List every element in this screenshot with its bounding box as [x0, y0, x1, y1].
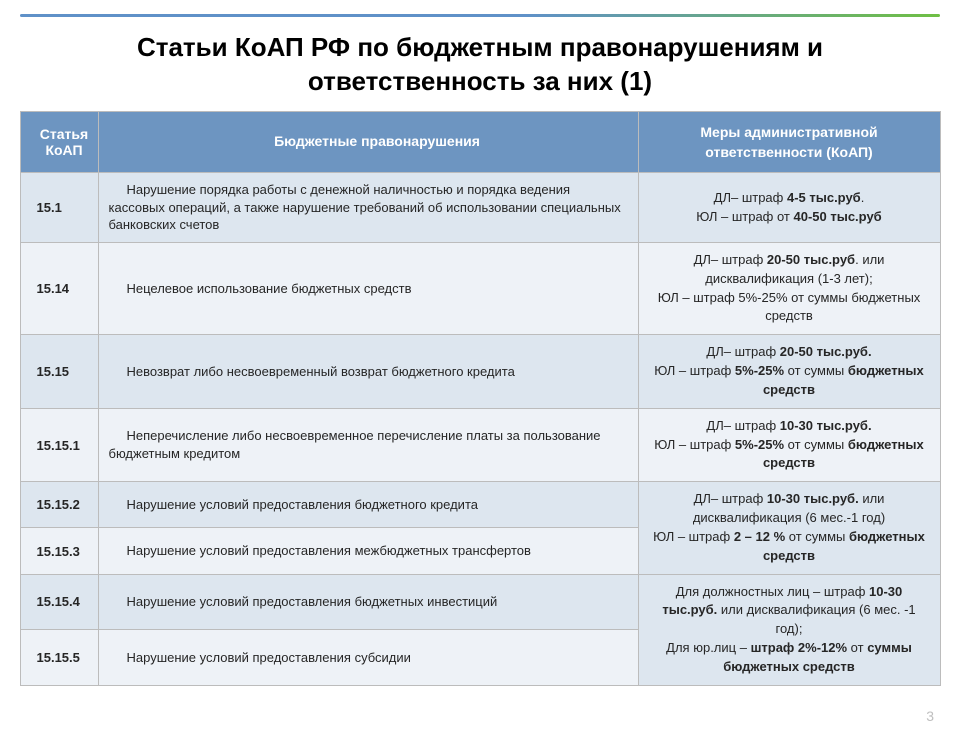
cell-violation: Неперечисление либо несвоевременное пере…: [98, 408, 638, 482]
cell-article: 15.15: [20, 335, 98, 409]
cell-article: 15.15.1: [20, 408, 98, 482]
cell-violation: Нарушение условий предоставления межбюдж…: [98, 528, 638, 574]
cell-penalty: ДЛ– штраф 10-30 тыс.руб. или дисквалифик…: [638, 482, 940, 574]
cell-violation: Нарушение условий предоставления бюджетн…: [98, 574, 638, 630]
cell-article: 15.15.5: [20, 630, 98, 686]
cell-article: 15.14: [20, 242, 98, 334]
cell-penalty: ДЛ– штраф 20-50 тыс.руб.ЮЛ – штраф 5%-25…: [638, 335, 940, 409]
table-row: 15.15Невозврат либо несвоевременный возв…: [20, 335, 940, 409]
violations-table: Статья КоАП Бюджетные правонарушения Мер…: [20, 111, 941, 686]
cell-article: 15.15.2: [20, 482, 98, 528]
cell-violation: Нарушение условий предоставления бюджетн…: [98, 482, 638, 528]
cell-article: 15.15.4: [20, 574, 98, 630]
col-header-violation: Бюджетные правонарушения: [98, 111, 638, 173]
table-body: 15.1Нарушение порядка работы с денежной …: [20, 173, 940, 686]
table-head: Статья КоАП Бюджетные правонарушения Мер…: [20, 111, 940, 173]
top-rule: [20, 14, 940, 17]
page-number: 3: [926, 708, 934, 724]
cell-article: 15.1: [20, 173, 98, 243]
cell-article: 15.15.3: [20, 528, 98, 574]
table-row: 15.1Нарушение порядка работы с денежной …: [20, 173, 940, 243]
col-header-article: Статья КоАП: [20, 111, 98, 173]
cell-violation: Нарушение порядка работы с денежной нали…: [98, 173, 638, 243]
table-row: 15.15.1Неперечисление либо несвоевременн…: [20, 408, 940, 482]
page-title: Статьи КоАП РФ по бюджетным правонарушен…: [0, 27, 960, 111]
cell-violation: Нецелевое использование бюджетных средст…: [98, 242, 638, 334]
cell-penalty: ДЛ– штраф 4-5 тыс.руб.ЮЛ – штраф от 40-5…: [638, 173, 940, 243]
cell-violation: Нарушение условий предоставления субсиди…: [98, 630, 638, 686]
title-line-2: ответственность за них (1): [308, 66, 652, 96]
title-line-1: Статьи КоАП РФ по бюджетным правонарушен…: [137, 32, 823, 62]
cell-penalty: Для должностных лиц – штраф 10-30 тыс.ру…: [638, 574, 940, 685]
cell-violation: Невозврат либо несвоевременный возврат б…: [98, 335, 638, 409]
table-row: 15.15.2Нарушение условий предоставления …: [20, 482, 940, 528]
table-row: 15.15.4Нарушение условий предоставления …: [20, 574, 940, 630]
cell-penalty: ДЛ– штраф 20-50 тыс.руб. или дисквалифик…: [638, 242, 940, 334]
table-row: 15.14Нецелевое использование бюджетных с…: [20, 242, 940, 334]
cell-penalty: ДЛ– штраф 10-30 тыс.руб.ЮЛ – штраф 5%-25…: [638, 408, 940, 482]
col-header-penalty: Меры административной ответственности (К…: [638, 111, 940, 173]
